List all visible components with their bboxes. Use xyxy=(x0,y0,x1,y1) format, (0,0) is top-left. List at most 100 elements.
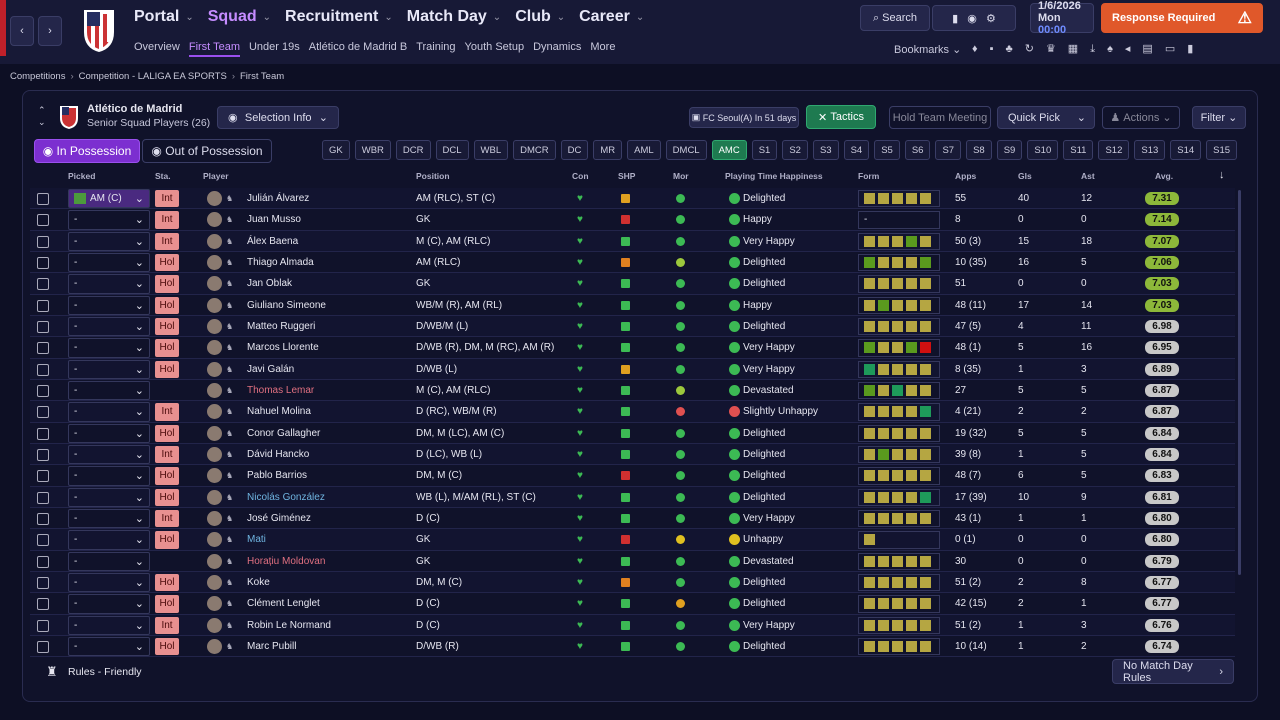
checkbox[interactable] xyxy=(37,640,49,653)
player-name[interactable]: Conor Gallagher xyxy=(247,427,321,439)
actions-button[interactable]: ♟ Actions ⌄ xyxy=(1102,106,1180,129)
position-button[interactable]: S12 xyxy=(1098,140,1130,160)
position-button[interactable]: DC xyxy=(560,140,589,160)
player-row[interactable]: - ⌄ Hol ♞ Javi Galán D/WB (L) ♥ Very Happy 8 (35… xyxy=(30,358,1235,380)
submenu-item[interactable]: Atlético de Madrid B xyxy=(308,41,408,53)
picked-dropdown[interactable]: - ⌄ xyxy=(68,615,150,635)
position-button[interactable]: AML xyxy=(627,140,661,160)
crumb[interactable]: Competitions xyxy=(10,71,66,82)
position-button[interactable]: S10 xyxy=(1027,140,1059,160)
picked-dropdown[interactable]: - ⌄ xyxy=(68,572,150,593)
player-row[interactable]: - ⌄ Hol ♞ Koke DM, M (C) ♥ Delighted 51 (2) 2 8 6.7… xyxy=(30,571,1235,594)
position-button[interactable]: S5 xyxy=(874,140,900,160)
checkbox[interactable] xyxy=(37,619,49,632)
tactics-button[interactable]: ✕ Tactics xyxy=(806,105,876,129)
position-button[interactable]: S13 xyxy=(1134,140,1166,160)
player-row[interactable]: - ⌄ Hol ♞ Jan Oblak GK ♥ Delighted 51 0 0 7.03 xyxy=(30,273,1235,295)
date-box[interactable]: 1/6/2026 Mon 00:00 xyxy=(1030,0,1094,36)
player-row[interactable]: - ⌄ Hol ♞ Conor Gallagher DM, M (LC), AM (C) ♥… xyxy=(30,423,1235,444)
player-name[interactable]: Clément Lenglet xyxy=(247,598,320,610)
player-name[interactable]: Marc Pubill xyxy=(247,641,297,653)
position-button[interactable]: S2 xyxy=(782,140,808,160)
player-row[interactable]: - ⌄ Hol ♞ Nicolás González WB (L), M/AM (RL),… xyxy=(30,486,1235,508)
menu-item[interactable]: Portal ⌄ xyxy=(134,8,194,26)
player-row[interactable]: - ⌄ Hol ♞ Giuliano Simeone WB/M (R), AM (RL) ♥… xyxy=(30,295,1235,316)
position-button[interactable]: S14 xyxy=(1170,140,1202,160)
player-name[interactable]: Nicolás González xyxy=(247,491,325,503)
position-button[interactable]: S4 xyxy=(843,140,870,160)
menu-item[interactable]: Recruitment ⌄ xyxy=(285,8,393,26)
picked-dropdown[interactable]: - ⌄ xyxy=(68,231,150,251)
menu-item[interactable]: Match Day ⌄ xyxy=(407,8,501,26)
checkbox[interactable] xyxy=(37,470,49,483)
picked-dropdown[interactable]: - ⌄ xyxy=(68,316,150,337)
checkbox[interactable] xyxy=(37,193,49,205)
checkbox[interactable] xyxy=(37,598,49,611)
forward-button[interactable]: › xyxy=(38,16,62,46)
submenu-item[interactable]: Training xyxy=(416,41,456,53)
picked-dropdown[interactable]: - ⌄ xyxy=(68,530,150,550)
picked-dropdown[interactable]: - ⌄ xyxy=(68,338,150,358)
checkbox[interactable] xyxy=(37,491,49,504)
sort-indicator[interactable]: ↓ xyxy=(1219,169,1225,181)
player-row[interactable]: - ⌄ Int ♞ José Giménez D (C) ♥ Very Happy 43 (1)… xyxy=(30,508,1235,530)
player-row[interactable]: - ⌄ Hol ♞ Marcos Llorente D/WB (R), DM, M (RC… xyxy=(30,337,1235,359)
picked-dropdown[interactable]: - ⌄ xyxy=(68,423,150,443)
checkbox[interactable] xyxy=(37,278,49,291)
player-name[interactable]: Giuliano Simeone xyxy=(247,299,326,311)
shortcut-icons[interactable]: ♦▪♣↻♛▦⤓♠◂▤▭▮ xyxy=(972,43,1206,55)
picked-dropdown[interactable]: - ⌄ xyxy=(68,487,150,507)
player-row[interactable]: - ⌄ Hol ♞ Matteo Ruggeri D/WB/M (L) ♥ Delighted… xyxy=(30,315,1235,338)
position-button[interactable]: WBL xyxy=(473,140,509,160)
position-button[interactable]: WBR xyxy=(354,140,391,160)
selection-info[interactable]: ◉ Selection Info ⌄ xyxy=(217,106,339,129)
back-button[interactable]: ‹ xyxy=(10,16,34,46)
picked-dropdown[interactable]: - ⌄ xyxy=(68,380,150,401)
player-name[interactable]: Marcos Llorente xyxy=(247,342,319,354)
player-row[interactable]: - ⌄ ♞ Horațiu Moldovan GK ♥ Devastated 30 0 0 6.79 xyxy=(30,551,1235,572)
submenu-item[interactable]: Youth Setup xyxy=(464,41,525,53)
checkbox[interactable] xyxy=(37,512,49,525)
menu-item[interactable]: Squad ⌄ xyxy=(208,8,271,26)
position-button[interactable]: S9 xyxy=(996,140,1023,160)
filter-button[interactable]: Filter ⌄ xyxy=(1192,106,1246,129)
player-row[interactable]: - ⌄ Int ♞ Juan Musso GK ♥ Happy -8 0 0 7.14 xyxy=(30,209,1235,231)
menu-item[interactable]: Club ⌄ xyxy=(515,8,565,26)
checkbox[interactable] xyxy=(37,214,49,227)
quick-pick[interactable]: Quick Pick ⌄ xyxy=(997,106,1095,129)
picked-dropdown[interactable]: - ⌄ xyxy=(68,444,150,465)
player-row[interactable]: AM (C) ⌄ Int ♞ Julián Álvarez AM (RLC), ST (C… xyxy=(30,188,1235,210)
picked-dropdown[interactable]: - ⌄ xyxy=(68,551,150,571)
player-row[interactable]: - ⌄ Int ♞ Nahuel Molina D (RC), WB/M (R) ♥ Slig… xyxy=(30,401,1235,423)
submenu-item[interactable]: More xyxy=(590,41,616,53)
crumb[interactable]: Competition - LALIGA EA SPORTS xyxy=(78,71,227,82)
player-name[interactable]: Robin Le Normand xyxy=(247,619,331,631)
checkbox[interactable] xyxy=(37,256,49,269)
search-button[interactable]: ⌕ Search xyxy=(860,5,930,31)
player-name[interactable]: Thiago Almada xyxy=(247,257,314,269)
next-fixture[interactable]: ▣ FC Seoul(A) In 51 days xyxy=(689,107,799,128)
submenu-item[interactable]: Under 19s xyxy=(248,41,300,53)
menu-item[interactable]: Career ⌄ xyxy=(579,8,644,26)
sort-arrows[interactable]: ⌃ ⌄ xyxy=(38,105,46,127)
checkbox[interactable] xyxy=(37,384,49,397)
player-name[interactable]: Horațiu Moldovan xyxy=(247,555,326,567)
position-button[interactable]: S11 xyxy=(1063,140,1094,160)
player-name[interactable]: Jan Oblak xyxy=(247,278,293,290)
picked-dropdown[interactable]: AM (C) ⌄ xyxy=(68,189,150,209)
player-row[interactable]: - ⌄ Int ♞ Robin Le Normand D (C) ♥ Very Happy 51… xyxy=(30,614,1235,636)
player-name[interactable]: Koke xyxy=(247,577,270,589)
checkbox[interactable] xyxy=(37,363,49,376)
picked-dropdown[interactable]: - ⌄ xyxy=(68,636,150,657)
position-button[interactable]: MR xyxy=(593,140,623,160)
position-button[interactable]: S3 xyxy=(812,140,839,160)
position-button[interactable]: GK xyxy=(322,140,350,160)
picked-dropdown[interactable]: - ⌄ xyxy=(68,402,150,422)
picked-dropdown[interactable]: - ⌄ xyxy=(68,594,150,614)
player-name[interactable]: Julián Álvarez xyxy=(247,193,310,205)
checkbox[interactable] xyxy=(37,427,49,440)
player-name[interactable]: Thomas Lemar xyxy=(247,385,315,397)
submenu-item[interactable]: First Team xyxy=(188,41,240,57)
submenu-item[interactable]: Dynamics xyxy=(533,41,582,53)
position-button[interactable]: S7 xyxy=(935,140,962,160)
